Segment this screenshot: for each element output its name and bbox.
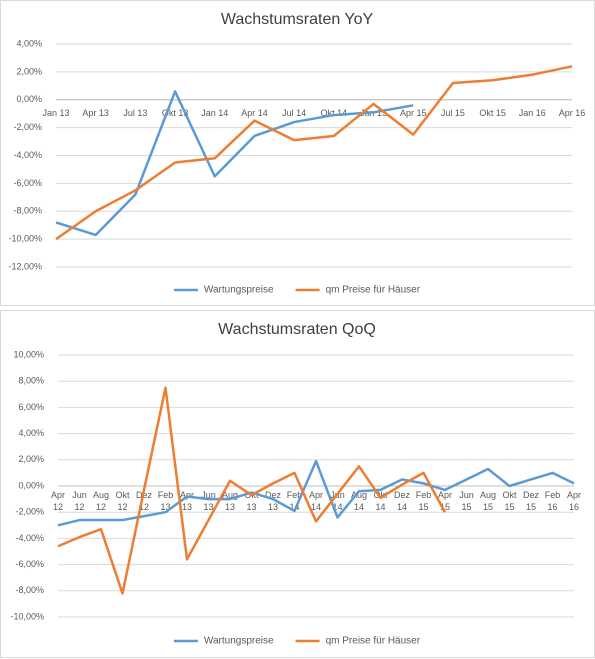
y-tick-label: -10,00%: [10, 611, 44, 621]
x-tick-label: Apr 15: [437, 490, 452, 512]
y-tick-label: 4,00%: [18, 428, 44, 438]
y-tick-label: 4,00%: [16, 38, 42, 48]
x-tick-label: Aug 12: [92, 490, 109, 512]
legend-label: Wartungspreise: [204, 636, 274, 647]
x-tick-label: Okt 14: [321, 108, 348, 118]
y-tick-label: -2,00%: [13, 122, 42, 132]
x-tick-label: Apr 15: [400, 108, 427, 118]
x-tick-label: Jun 13: [201, 490, 216, 512]
x-tick-label: Aug 13: [221, 490, 238, 512]
x-tick-label: Okt 12: [115, 490, 130, 512]
series-line: [57, 386, 447, 595]
x-tick-label: Jan 16: [519, 108, 546, 118]
x-tick-label-box: Aug 15: [479, 490, 496, 512]
x-tick-label: Dez 13: [264, 490, 281, 512]
x-tick-label: Jan 14: [201, 108, 228, 118]
x-tick-label: Apr 14: [241, 108, 268, 118]
x-tick-label: Dez 14: [393, 490, 410, 512]
x-tick-label-box: Feb 13: [157, 490, 174, 512]
x-tick-label: Okt 13: [162, 108, 189, 118]
x-tick-label: Apr 13: [82, 108, 109, 118]
series-line: [57, 459, 575, 527]
x-tick-label: Feb 15: [415, 490, 432, 512]
y-tick-label: 10,00%: [13, 349, 44, 359]
x-tick-label-box: Feb 15: [415, 490, 432, 512]
x-tick-label: Jun 12: [72, 490, 87, 512]
x-tick-label: Okt 15: [479, 108, 506, 118]
chart-title: Wachstumsraten QoQ: [218, 321, 376, 338]
y-tick-label: -4,00%: [13, 150, 42, 160]
x-tick-label: Jul 13: [123, 108, 147, 118]
legend: Wartungspreise qm Preise für Häuser: [173, 636, 421, 647]
x-tick-label: Apr 14: [308, 490, 323, 512]
legend-label: qm Preise für Häuser: [326, 285, 421, 296]
x-tick-label: Dez 15: [522, 490, 539, 512]
y-tick-label: -10,00%: [8, 234, 42, 244]
y-tick-label: -4,00%: [15, 533, 44, 543]
x-tick-label-box: Okt 14: [373, 490, 388, 512]
x-tick-label: Apr 12: [50, 490, 65, 512]
x-tick-label-box: Apr 16: [566, 490, 581, 512]
legend-label: qm Preise für Häuser: [326, 636, 421, 647]
x-tick-label: Jul 14: [282, 108, 306, 118]
x-tick-label: Feb 16: [544, 490, 561, 512]
y-tick-label: 6,00%: [18, 402, 44, 412]
x-tick-label-box: Apr 12: [50, 490, 65, 512]
x-tick-label-box: Jun 13: [201, 490, 216, 512]
y-tick-label: 2,00%: [18, 454, 44, 464]
x-tick-label-box: Apr 14: [308, 490, 323, 512]
x-tick-label: Feb 14: [286, 490, 303, 512]
series-line: [55, 65, 573, 241]
y-tick-label: -12,00%: [8, 261, 42, 271]
y-tick-label: -8,00%: [15, 585, 44, 595]
y-tick-label: 0,00%: [16, 94, 42, 104]
x-tick-label-box: Aug 13: [221, 490, 238, 512]
y-tick-label: -8,00%: [13, 206, 42, 216]
x-tick-label: Aug 14: [350, 490, 367, 512]
x-tick-label: Apr 16: [559, 108, 586, 118]
chart-frame: [0, 0, 595, 306]
x-tick-label-box: Okt 12: [115, 490, 130, 512]
x-tick-label-box: Feb 14: [286, 490, 303, 512]
x-tick-label-box: Dez 13: [264, 490, 281, 512]
legend: Wartungspreise qm Preise für Häuser: [173, 285, 421, 296]
x-tick-label: Feb 13: [157, 490, 174, 512]
x-tick-label: Jan 13: [42, 108, 69, 118]
x-tick-label-box: Aug 12: [92, 490, 109, 512]
chart-title: Wachstumsraten YoY: [221, 11, 374, 28]
y-tick-label: 0,00%: [18, 480, 44, 490]
chart-frame: [0, 310, 595, 658]
x-tick-label-box: Dez 15: [522, 490, 539, 512]
y-tick-label: -6,00%: [15, 559, 44, 569]
x-tick-label: Okt 14: [373, 490, 388, 512]
x-tick-label-box: Okt 15: [502, 490, 517, 512]
y-tick-label: -6,00%: [13, 178, 42, 188]
x-tick-label-box: Feb 16: [544, 490, 561, 512]
series-line: [55, 90, 414, 237]
x-tick-label-box: Jun 12: [72, 490, 87, 512]
x-tick-label-box: Dez 14: [393, 490, 410, 512]
x-tick-label-box: Jun 15: [459, 490, 474, 512]
x-tick-label-box: Apr 15: [437, 490, 452, 512]
y-tick-label: 2,00%: [16, 66, 42, 76]
y-tick-label: -2,00%: [15, 507, 44, 517]
x-tick-label: Aug 15: [479, 490, 496, 512]
x-tick-label: Okt 15: [502, 490, 517, 512]
x-tick-label-box: Apr 13: [179, 490, 194, 512]
x-tick-label: Jul 15: [441, 108, 465, 118]
x-tick-label: Apr 13: [179, 490, 194, 512]
x-tick-label: Jun 15: [459, 490, 474, 512]
x-tick-label-box: Aug 14: [350, 490, 367, 512]
y-tick-label: 8,00%: [18, 376, 44, 386]
legend-label: Wartungspreise: [204, 285, 274, 296]
x-tick-label: Apr 16: [566, 490, 581, 512]
